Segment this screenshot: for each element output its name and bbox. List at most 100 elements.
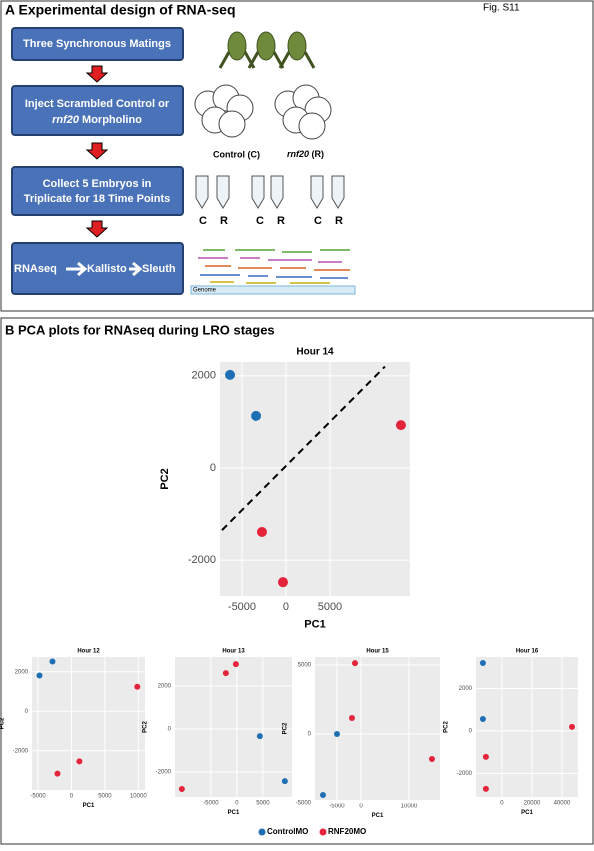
- pipeline-step: Kallisto: [87, 263, 127, 275]
- plot-background: [476, 657, 578, 797]
- y-tick-label: 0: [308, 732, 312, 738]
- embryos: [194, 84, 332, 140]
- x-axis-label: PC1: [372, 813, 384, 819]
- group-label: (R): [312, 149, 325, 159]
- x-tick-label: 20000: [524, 801, 541, 807]
- step-text: rnf20 Morpholino: [52, 114, 142, 126]
- x-tick-label: 0: [70, 794, 74, 800]
- legend-swatch: [319, 828, 327, 836]
- pipeline-arrow: [129, 261, 143, 277]
- legend-label: RNF20MO: [328, 827, 366, 836]
- chart-title: Hour 14: [296, 347, 334, 358]
- y-axis-label: PC2: [143, 721, 149, 733]
- x-tick-label: 5000: [98, 794, 112, 800]
- plot-background: [175, 657, 292, 797]
- step-text: Three Synchronous Matings: [23, 38, 171, 50]
- x-tick-label: -5000: [30, 794, 46, 800]
- point: [178, 786, 185, 793]
- legend-swatch: [258, 828, 266, 836]
- y-tick-label: 2000: [15, 669, 29, 675]
- tube-label: C: [256, 215, 264, 227]
- step-text: Collect 5 Embryos in: [43, 178, 152, 190]
- x-tick-label: 10000: [130, 794, 147, 800]
- down-arrow: [85, 220, 109, 238]
- y-axis-label: PC2: [159, 468, 171, 489]
- y-tick-label: 0: [210, 462, 216, 474]
- panel-a-frame: [0, 0, 594, 312]
- plot-background: [315, 657, 440, 800]
- y-tick-label: -2000: [457, 771, 473, 777]
- down-arrow: [85, 142, 109, 160]
- reference-line: [221, 365, 386, 531]
- legend: ControlMO RNF20MO: [258, 827, 366, 836]
- point: [428, 756, 435, 763]
- tube-label: R: [220, 215, 228, 227]
- x-axis-label: PC1: [83, 803, 95, 809]
- y-tick-label: 5000: [298, 663, 312, 669]
- y-axis-label: PC2: [444, 721, 450, 733]
- point: [225, 369, 236, 380]
- step-text: Triplicate for 18 Time Points: [24, 193, 171, 205]
- point: [256, 526, 267, 537]
- x-tick-label: 40000: [554, 801, 571, 807]
- x-tick-label: -5000: [228, 601, 256, 613]
- y-tick-label: -2000: [188, 554, 216, 566]
- pipeline-step: Sleuth: [142, 263, 176, 275]
- step-text: Morpholino: [82, 114, 142, 126]
- pipeline-step: RNAseq: [14, 263, 57, 275]
- x-axis-label: PC1: [304, 619, 325, 631]
- x-tick-label: 10000: [401, 804, 418, 810]
- x-tick-label: 5000: [318, 601, 342, 613]
- point: [222, 670, 229, 677]
- point: [351, 660, 358, 667]
- legend-label: ControlMO: [267, 827, 308, 836]
- point: [395, 420, 406, 431]
- y-tick-label: 0: [469, 729, 473, 735]
- chart-title: Hour 12: [77, 649, 100, 655]
- y-tick-label: -2000: [13, 748, 29, 754]
- step-box: [11, 166, 184, 216]
- point: [482, 785, 489, 792]
- x-axis-label: PC1: [521, 810, 533, 816]
- point: [256, 733, 263, 740]
- point: [482, 753, 489, 760]
- chart-title: Hour 13: [222, 649, 245, 655]
- point: [54, 770, 61, 777]
- group-label: rnf20 (R): [287, 149, 324, 159]
- point: [134, 683, 141, 690]
- step-box: [11, 27, 184, 61]
- read-alignment: [198, 249, 350, 284]
- genome-label: Genome: [193, 288, 217, 294]
- genome-bar: [190, 285, 356, 295]
- tube-label: R: [335, 215, 343, 227]
- point: [348, 715, 355, 722]
- point: [232, 661, 239, 668]
- y-tick-label: 2000: [158, 684, 172, 690]
- frogs: [218, 31, 316, 69]
- point: [76, 758, 83, 765]
- x-tick-label: 0: [500, 801, 504, 807]
- y-tick-label: 2000: [459, 686, 473, 692]
- panel-b-frame: [0, 317, 594, 845]
- tube-label: C: [314, 215, 322, 227]
- y-axis-label: PC2: [0, 717, 6, 729]
- group-label: Control (C): [213, 149, 260, 159]
- panel-a-title: A Experimental design of RNA-seq: [5, 2, 236, 18]
- frog-legs: [218, 51, 316, 69]
- step-box: [11, 85, 184, 136]
- point: [36, 672, 43, 679]
- point: [277, 577, 288, 588]
- x-tick-label: -5000: [329, 804, 345, 810]
- y-tick-label: 2000: [192, 370, 216, 382]
- y-tick-label: 0: [168, 727, 172, 733]
- x-tick-label: 5000: [256, 801, 270, 807]
- point: [251, 410, 262, 421]
- tubes: [195, 175, 345, 209]
- frog: [227, 31, 247, 61]
- point: [281, 778, 288, 785]
- plot-background: [220, 362, 410, 596]
- point: [333, 731, 340, 738]
- x-tick-label: 0: [359, 804, 363, 810]
- point: [479, 716, 486, 723]
